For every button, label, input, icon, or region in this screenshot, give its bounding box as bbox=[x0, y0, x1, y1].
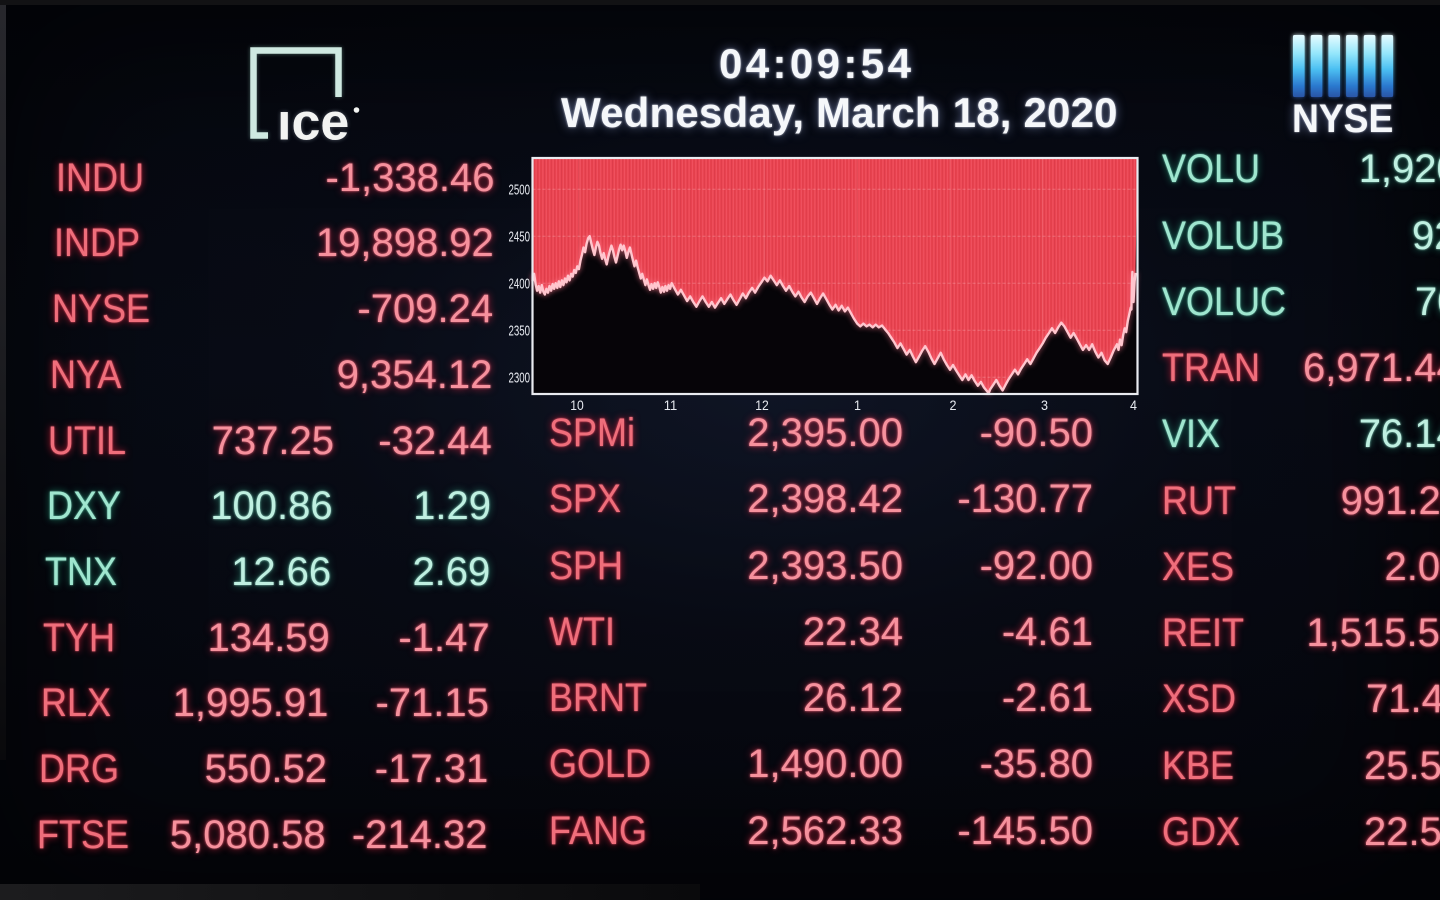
svg-text:3: 3 bbox=[1041, 397, 1048, 413]
svg-text:2450: 2450 bbox=[509, 229, 531, 246]
svg-text:12: 12 bbox=[755, 397, 769, 413]
svg-text:2500: 2500 bbox=[509, 182, 531, 199]
svg-text:ıce: ıce bbox=[277, 94, 349, 151]
svg-text:10: 10 bbox=[570, 397, 584, 413]
svg-text:1: 1 bbox=[854, 397, 861, 413]
svg-text:11: 11 bbox=[664, 397, 678, 413]
svg-text:2300: 2300 bbox=[509, 370, 531, 387]
svg-text:2400: 2400 bbox=[509, 276, 531, 293]
svg-text:2350: 2350 bbox=[509, 323, 531, 340]
svg-text:2: 2 bbox=[950, 397, 957, 413]
svg-text:4: 4 bbox=[1130, 397, 1137, 413]
